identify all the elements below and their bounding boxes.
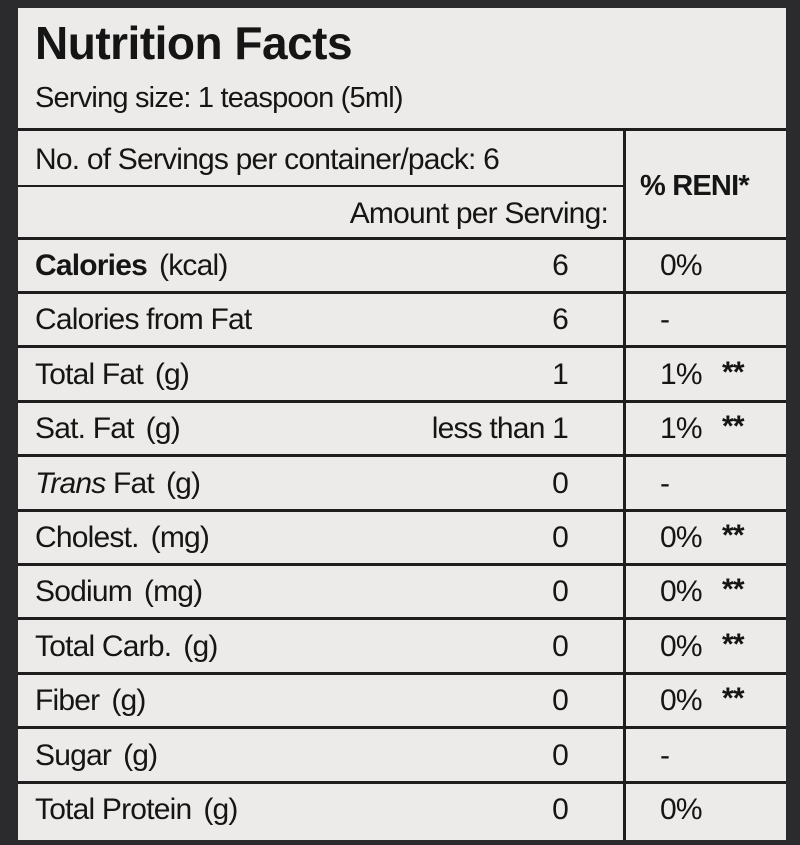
label: Calories (35, 249, 148, 282)
row-label: Calories from Fat (35, 303, 252, 337)
label: Total Protein (35, 793, 192, 826)
reni: - (660, 303, 670, 337)
nutrition-label: Nutrition Facts Serving size: 1 teaspoon… (18, 8, 786, 840)
reni: 0% (660, 575, 703, 609)
reni: 0% (660, 793, 703, 826)
row-label: Cholest. (mg) (35, 521, 210, 554)
title: Nutrition Facts (35, 17, 353, 69)
reni-header: % RENI* (640, 170, 750, 202)
row-label: Total Carb. (g) (35, 629, 218, 663)
label: Cholest. (35, 521, 139, 554)
amount: 0 (552, 793, 569, 826)
reni-note: ** (722, 410, 745, 444)
servings: No. of Servings per container/pack: 6 (35, 143, 500, 176)
unit: (g) (154, 357, 190, 391)
rule (18, 399, 786, 403)
reni: 1% (660, 412, 703, 446)
label: Sodium (35, 575, 133, 609)
reni: 0% (660, 521, 703, 554)
reni-note: ** (722, 682, 745, 716)
unit: (g) (203, 793, 238, 826)
row-label: Total Protein (g) (35, 795, 238, 825)
serving-size-value: 1 teaspoon (5ml) (197, 82, 404, 114)
label-italic: Trans (35, 466, 106, 500)
row-label: Trans Fat (g) (35, 466, 201, 500)
label: Fiber (35, 684, 100, 718)
reni: 0% (660, 249, 703, 282)
rule (18, 345, 786, 349)
amount-header: Amount per Serving: (349, 197, 609, 230)
unit: (g) (165, 466, 201, 500)
label: Total Carb. (35, 629, 172, 663)
rule (18, 671, 786, 675)
serving-size-label: Serving size: (35, 82, 191, 114)
rule (18, 508, 786, 512)
label: Total Fat (35, 357, 144, 391)
amount: 6 (552, 303, 569, 337)
amount: 0 (552, 575, 569, 609)
rule (18, 185, 625, 187)
reni: 1% (660, 357, 703, 391)
reni: 0% (660, 684, 703, 718)
unit: (kcal) (159, 249, 228, 282)
row-label: Fiber (g) (35, 686, 146, 716)
amount: 6 (552, 249, 569, 282)
column-divider (623, 128, 626, 840)
rule (18, 726, 786, 730)
row-label: Sodium (mg) (35, 575, 203, 609)
label: Calories from Fat (35, 303, 252, 337)
label: Fat (113, 466, 155, 500)
reni: - (660, 466, 670, 500)
unit: (g) (111, 684, 146, 718)
amount: 0 (552, 738, 569, 772)
unit: (g) (145, 412, 181, 446)
label: Sat. Fat (35, 412, 134, 446)
serving-size: Serving size: 1 teaspoon (5ml) (35, 82, 404, 114)
unit: (g) (183, 629, 218, 663)
row-label: Total Fat (g) (35, 357, 190, 391)
row-label: Sugar (g) (35, 738, 158, 772)
rule (18, 128, 786, 131)
unit: (g) (123, 738, 158, 772)
rule (18, 454, 786, 458)
amount: 0 (552, 521, 569, 554)
reni-note: ** (722, 355, 745, 389)
rule (18, 290, 786, 294)
amount: 1 (552, 357, 569, 391)
unit: (mg) (150, 521, 210, 554)
row-label: Calories (kcal) (35, 251, 228, 281)
amount: 0 (552, 629, 569, 663)
amount: 0 (552, 684, 569, 718)
rule (18, 562, 786, 566)
rule (18, 780, 786, 784)
label: Sugar (35, 738, 112, 772)
reni: - (660, 738, 670, 772)
reni-note: ** (722, 627, 745, 661)
rule (18, 236, 786, 240)
amount: less than 1 (431, 412, 569, 446)
reni-note: ** (722, 573, 745, 607)
amount: 0 (552, 466, 569, 500)
rule (18, 617, 786, 621)
row-label: Sat. Fat (g) (35, 412, 181, 446)
reni: 0% (660, 629, 703, 663)
unit: (mg) (143, 575, 203, 609)
reni-note: ** (722, 519, 745, 552)
